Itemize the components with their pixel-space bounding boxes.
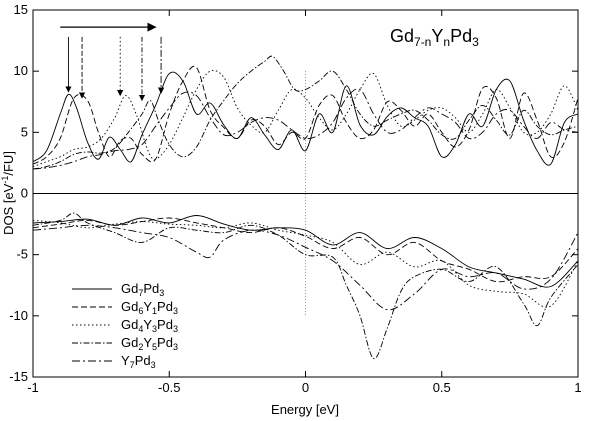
legend-label-4: Gd2Y5Pd3 (121, 335, 178, 352)
y-tick-label: 15 (14, 2, 28, 17)
series-line-up-5 (32, 88, 579, 170)
legend-label-3: Gd4Y3Pd3 (121, 317, 178, 334)
series-line-up-2 (32, 65, 579, 165)
series-layer (32, 55, 579, 360)
title-base: Gd (390, 26, 414, 46)
title-mid: Y (431, 26, 443, 46)
ylabel-main: DOS [eV (1, 183, 16, 235)
ylabel-sup: -1 (0, 176, 10, 184)
ylabel-tail: /FU] (1, 151, 16, 176)
chart-title: Gd7-nYnPd3 (390, 26, 479, 49)
axis-ticks: -1 -0.5 0 0.5 1 -15 -10 -5 0 5 10 15 (9, 2, 581, 395)
x-tick-label: -1 (27, 380, 39, 395)
y-tick-label: 10 (14, 63, 28, 78)
x-axis-title: Energy [eV] (271, 402, 339, 417)
legend-label-5: Y7Pd3 (121, 353, 156, 370)
series-line-down-2 (32, 217, 579, 283)
title-sub2: n (443, 35, 450, 49)
x-tick-label: 0.5 (433, 380, 451, 395)
series-line-up-4 (32, 55, 579, 170)
x-tick-label: 1 (574, 380, 581, 395)
title-mid2: Pd (450, 26, 472, 46)
x-tick-label: 0 (302, 380, 309, 395)
annotation-layer (60, 22, 165, 102)
y-tick-label: -15 (9, 369, 28, 384)
y-tick-label: 0 (21, 186, 28, 201)
legend-label-2: Gd6Y1Pd3 (121, 299, 178, 316)
series-line-down-1 (32, 215, 579, 288)
y-tick-label: 5 (21, 124, 28, 139)
x-tick-label: -0.5 (158, 380, 180, 395)
series-line-down-4 (32, 212, 579, 360)
series-line-down-5 (32, 224, 579, 311)
title-sub3: 3 (472, 35, 479, 49)
y-axis-title: DOS [eV-1/FU] (0, 151, 16, 235)
y-tick-label: -10 (9, 308, 28, 323)
y-tick-label: -5 (16, 247, 28, 262)
title-sub1: 7-n (414, 35, 431, 49)
legend-label-1: Gd7Pd3 (121, 281, 164, 298)
series-line-up-1 (32, 71, 579, 166)
